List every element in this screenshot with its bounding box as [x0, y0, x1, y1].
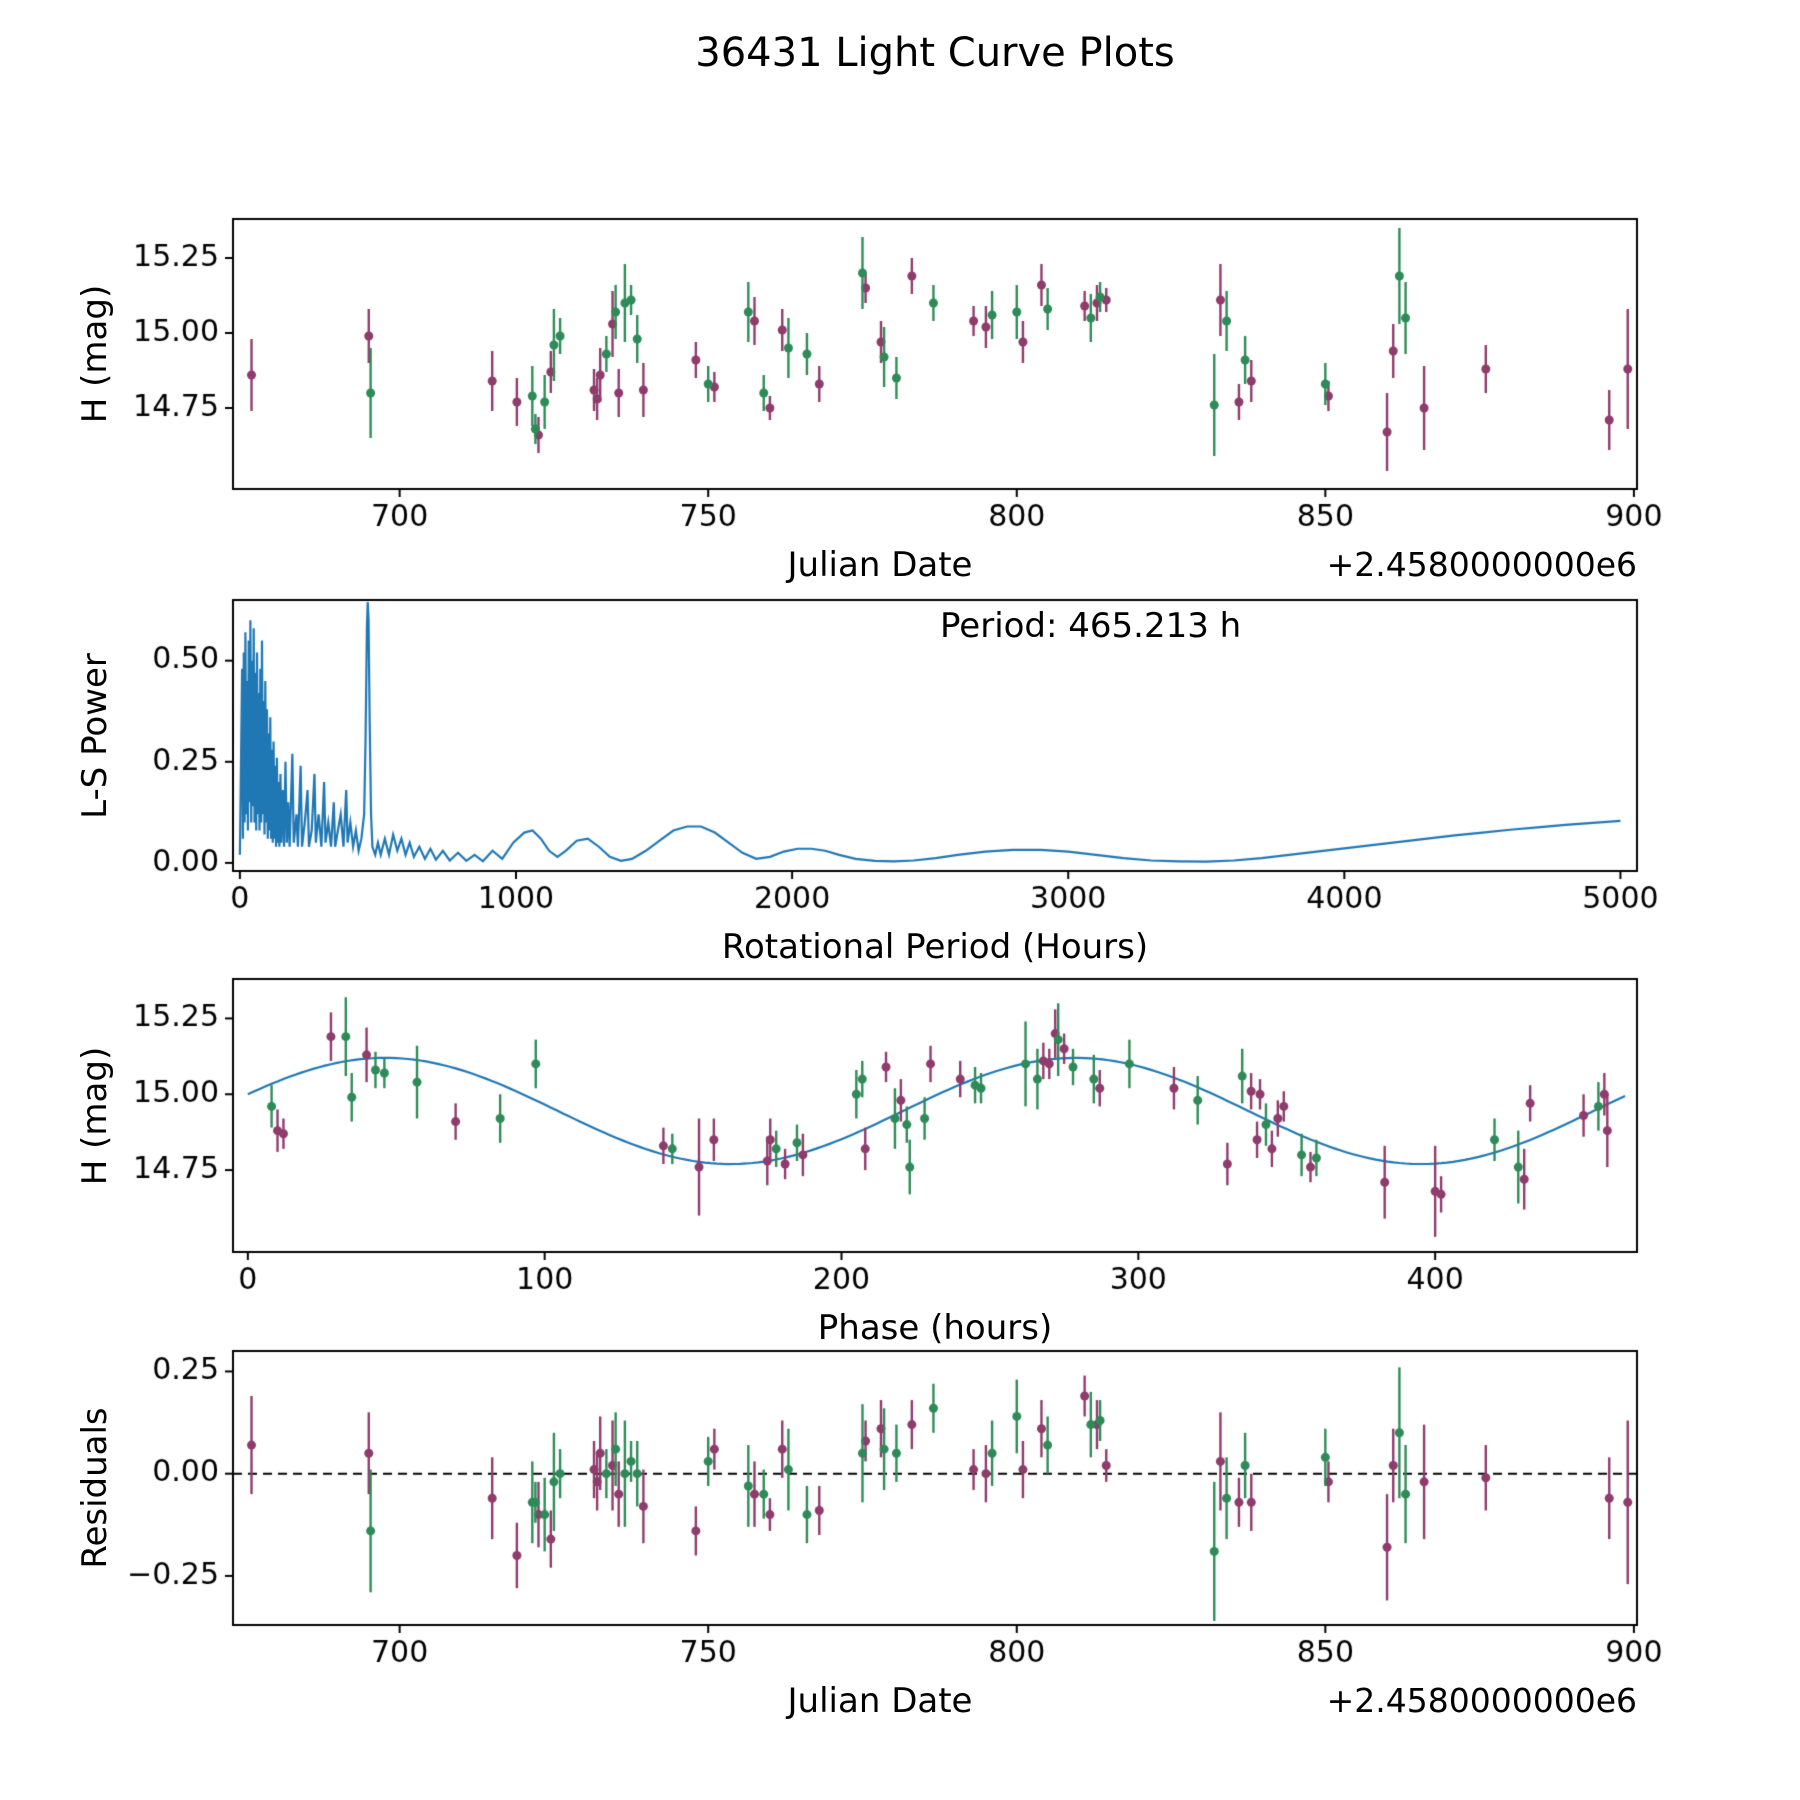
figure-title: 36431 Light Curve Plots: [695, 30, 1175, 76]
lightcurve-xlabel: Julian Date: [787, 545, 973, 585]
residuals-ylabel: Residuals: [75, 1407, 115, 1569]
lightcurve-x-offset: +2.4580000000e6: [1326, 545, 1637, 584]
lightcurve-ylabel: H (mag): [75, 284, 115, 424]
phase-xlabel: Phase (hours): [817, 1308, 1053, 1348]
periodogram-ylabel: L-S Power: [75, 653, 115, 819]
periodogram-xlabel: Rotational Period (Hours): [721, 927, 1149, 967]
residuals-xlabel: Julian Date: [787, 1681, 973, 1721]
phase-ylabel: H (mag): [75, 1046, 115, 1186]
period-annotation: Period: 465.213 h: [940, 606, 1242, 646]
residuals-x-offset: +2.4580000000e6: [1326, 1681, 1637, 1720]
